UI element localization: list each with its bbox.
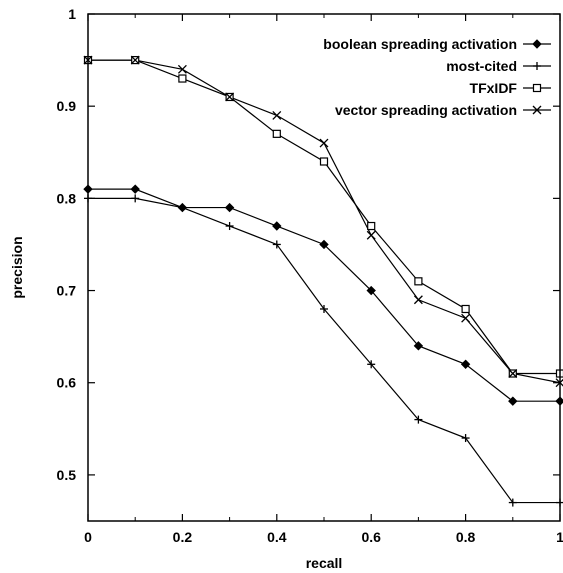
y-tick-label: 0.5 (57, 467, 77, 483)
data-point-2-4 (272, 129, 281, 138)
data-point-0-6 (366, 285, 376, 296)
data-point-0-1 (130, 184, 140, 194)
diamond-marker-shape (413, 341, 424, 351)
diamond-marker-shape (532, 39, 542, 49)
cross-marker-b (366, 230, 376, 240)
data-point-2-5 (319, 157, 329, 166)
data-point-1-5 (320, 304, 328, 313)
data-point-2-2 (178, 74, 187, 83)
data-point-2-8 (461, 304, 470, 314)
data-point-0-5 (319, 239, 329, 250)
x-tick-label: 0.4 (267, 529, 287, 545)
legend-marker-1 (533, 62, 541, 70)
data-point-1-3 (225, 222, 234, 231)
x-axis-label: recall (306, 555, 343, 571)
x-tick-labels: 0 0.2 0.4 0.6 0.8 1 (84, 529, 563, 545)
cross-marker-b (461, 313, 471, 323)
square-marker-shape (178, 74, 187, 83)
series-line-0 (88, 188, 560, 402)
diamond-marker-shape (130, 184, 140, 194)
square-marker-shape (532, 83, 542, 93)
square-marker-shape (461, 304, 470, 314)
data-point-0-7 (413, 341, 424, 351)
data-point-1-4 (272, 240, 281, 249)
diamond-marker-shape (272, 221, 282, 231)
legend-label-3: vector spreading activation (335, 102, 517, 118)
data-point-0-9 (508, 396, 518, 406)
x-tick-label: 1 (556, 529, 563, 545)
data-point-0-4 (272, 221, 282, 231)
diamond-marker-shape (319, 239, 329, 250)
data-point-3-5 (319, 138, 329, 148)
diamond-marker-shape (460, 359, 471, 369)
plot-frame (87, 13, 561, 522)
square-marker-shape (272, 129, 281, 138)
diamond-marker-shape (224, 202, 235, 213)
data-point-1-1 (131, 194, 140, 203)
x-tick-label: 0 (84, 529, 92, 545)
legend: boolean spreading activation most-cited TF… (323, 36, 551, 118)
series-markers (83, 55, 563, 507)
data-point-1-2 (178, 203, 187, 212)
cross-marker-b (413, 295, 423, 305)
diamond-marker-shape (366, 285, 376, 296)
x-tick-label: 0.2 (173, 529, 193, 545)
data-point-1-8 (461, 434, 470, 443)
legend-marker-3 (532, 105, 542, 115)
data-point-1-7 (414, 415, 423, 424)
cross-marker-b (130, 55, 140, 65)
legend-label-0: boolean spreading activation (323, 36, 517, 52)
data-point-3-2 (177, 64, 187, 74)
cross-marker-b (508, 369, 518, 378)
data-point-3-4 (272, 110, 282, 120)
y-tick-label: 0.8 (57, 190, 77, 206)
data-point-0-8 (460, 359, 471, 369)
y-tick-label: 0.6 (57, 375, 77, 391)
diamond-marker-shape (508, 396, 518, 406)
x-tick-label: 0.6 (361, 529, 381, 545)
y-tick-label: 0.7 (57, 283, 77, 299)
cross-marker-b (177, 64, 187, 74)
cross-marker-b (272, 110, 282, 120)
data-point-3-1 (130, 55, 140, 65)
y-tick-label: 0.9 (57, 98, 77, 114)
y-tick-label: 1 (68, 6, 76, 22)
data-point-0-3 (224, 202, 235, 213)
cross-marker-b (319, 138, 329, 148)
data-point-1-6 (367, 360, 376, 369)
data-point-1-9 (508, 498, 517, 507)
square-marker-shape (367, 221, 376, 231)
y-axis-label: precision (9, 236, 25, 298)
data-point-3-8 (461, 313, 471, 323)
legend-label-1: most-cited (446, 58, 517, 74)
data-point-2-7 (414, 277, 423, 286)
series-lines (88, 59, 561, 504)
data-point-3-7 (413, 295, 423, 305)
cross-marker-b (532, 105, 542, 115)
square-marker-shape (319, 157, 329, 166)
legend-label-2: TFxIDF (470, 80, 518, 96)
y-tick-labels: 0.5 0.6 0.7 0.8 0.9 1 (57, 6, 77, 483)
data-point-2-6 (367, 221, 376, 231)
x-tick-label: 0.8 (456, 529, 476, 545)
cross-marker-b (225, 92, 235, 102)
legend-marker-2 (532, 83, 542, 93)
data-point-3-3 (225, 92, 235, 102)
data-point-3-9 (508, 369, 518, 378)
legend-marker-0 (532, 39, 542, 49)
data-point-3-6 (366, 230, 376, 240)
square-marker-shape (414, 277, 423, 286)
